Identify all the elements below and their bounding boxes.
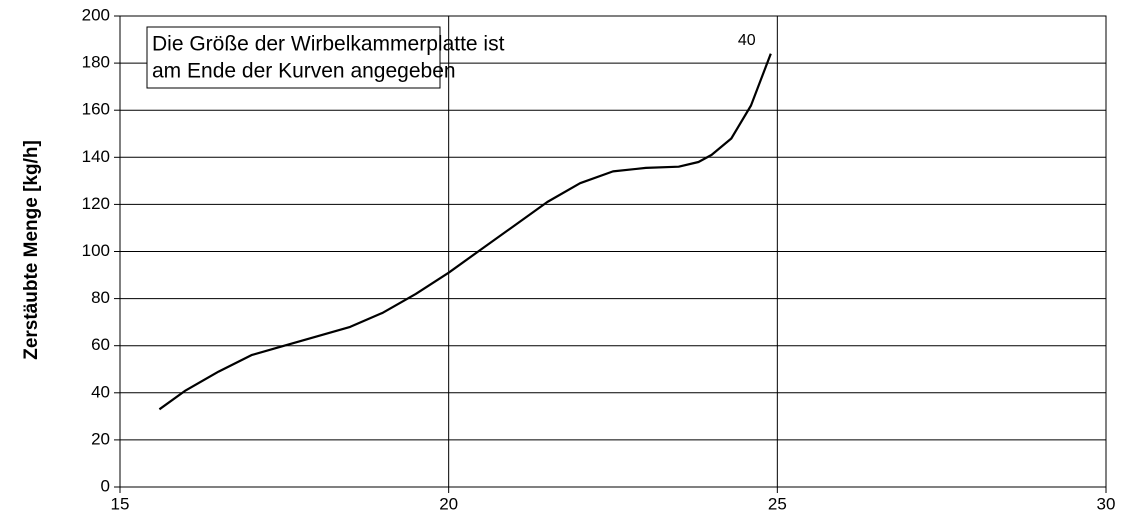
y-tick-label: 0 bbox=[101, 476, 110, 495]
annotation-text: Die Größe der Wirbelkammerplatte ist bbox=[152, 33, 505, 56]
y-tick-label: 80 bbox=[91, 288, 110, 307]
y-tick-label: 200 bbox=[82, 5, 110, 24]
y-tick-label: 40 bbox=[91, 382, 110, 401]
x-tick-label: 15 bbox=[111, 494, 130, 513]
y-tick-label: 160 bbox=[82, 100, 110, 119]
y-tick-label: 120 bbox=[82, 194, 110, 213]
x-tick-label: 20 bbox=[439, 494, 458, 513]
x-tick-label: 25 bbox=[768, 494, 787, 513]
y-tick-label: 100 bbox=[82, 241, 110, 260]
y-tick-label: 60 bbox=[91, 335, 110, 354]
y-axis-label: Zerstäubte Menge [kg/h] bbox=[21, 140, 42, 360]
y-tick-label: 140 bbox=[82, 147, 110, 166]
y-tick-label: 180 bbox=[82, 53, 110, 72]
data-line bbox=[158, 53, 772, 411]
y-tick-label: 20 bbox=[91, 429, 110, 448]
series-label: 40 bbox=[738, 32, 756, 49]
x-tick-label: 30 bbox=[1097, 494, 1116, 513]
annotation-box bbox=[146, 26, 441, 89]
plot-frame bbox=[119, 15, 1107, 488]
annotation-text: am Ende der Kurven angegeben bbox=[152, 60, 456, 83]
